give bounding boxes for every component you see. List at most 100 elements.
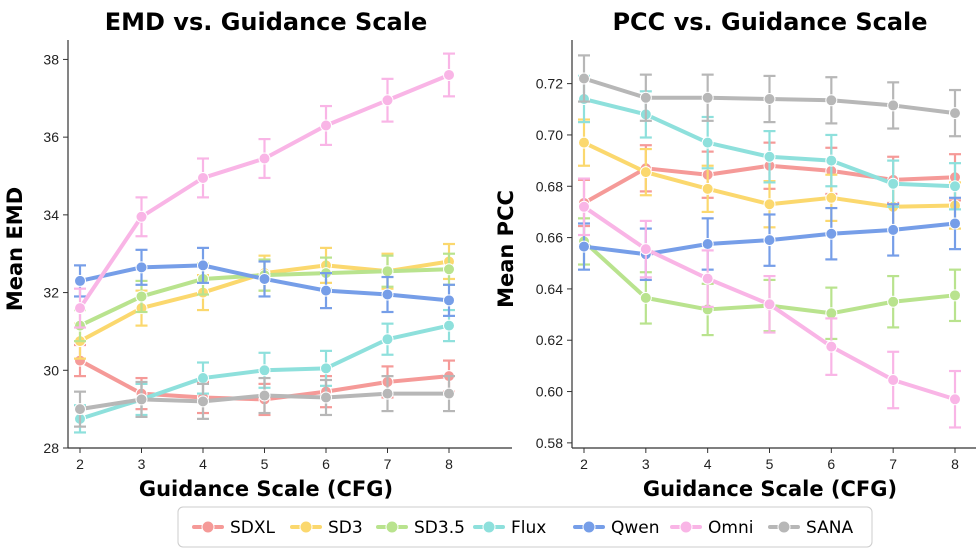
emd-x-tick-label: 6 (322, 456, 330, 472)
emd-point-qwen (197, 259, 209, 272)
legend-label-sd3: SD3 (328, 518, 363, 538)
emd-chart-title: EMD vs. Guidance Scale (105, 8, 428, 36)
legend-label-sdxl: SDXL (230, 518, 276, 538)
pcc-point-sana (701, 91, 714, 104)
emd-x-axis-label: Guidance Scale (CFG) (139, 477, 393, 501)
emd-point-sana (258, 389, 271, 402)
emd-y-tick-label: 38 (43, 51, 59, 67)
pcc-point-omni (825, 340, 838, 353)
pcc-point-sd35 (639, 291, 652, 304)
emd-point-omni (135, 210, 148, 223)
emd-point-qwen (320, 284, 332, 297)
emd-point-qwen (135, 261, 148, 274)
legend-marker-sd3 (299, 520, 313, 534)
emd-point-sana (381, 387, 394, 400)
pcc-point-flux (949, 180, 961, 193)
legend-marker-qwen (582, 520, 596, 534)
emd-point-sana (74, 403, 86, 416)
pcc-y-tick-label: 0.60 (536, 384, 563, 400)
pcc-point-qwen (701, 238, 714, 250)
pcc-point-flux (763, 150, 776, 163)
emd-y-tick-label: 36 (43, 129, 59, 145)
pcc-point-flux (701, 136, 714, 149)
pcc-y-tick-label: 0.72 (536, 76, 563, 92)
emd-point-flux (443, 319, 455, 332)
pcc-series-sana (578, 54, 961, 138)
emd-point-omni (381, 94, 394, 107)
pcc-point-omni (949, 393, 961, 406)
pcc-point-omni (578, 200, 590, 213)
emd-point-sana (197, 395, 209, 408)
pcc-x-tick-label: 3 (642, 456, 650, 472)
legend-label-omni: Omni (708, 518, 753, 538)
emd-x-tick-label: 2 (76, 456, 84, 472)
pcc-point-qwen (578, 240, 590, 253)
emd-series-omni (74, 52, 455, 329)
pcc-series-omni (578, 177, 961, 429)
emd-y-axis-label: Mean EMD (3, 187, 27, 311)
pcc-point-sd35 (825, 307, 838, 320)
emd-point-flux (258, 364, 271, 377)
pcc-point-flux (887, 177, 900, 190)
emd-point-qwen (443, 294, 455, 307)
pcc-point-omni (701, 272, 714, 285)
pcc-point-sd3 (639, 166, 652, 179)
emd-point-flux (320, 362, 332, 375)
emd-point-qwen (381, 288, 394, 301)
pcc-point-sd35 (887, 295, 900, 308)
emd-x-tick-label: 7 (384, 456, 392, 472)
pcc-x-axis-label: Guidance Scale (CFG) (643, 477, 897, 501)
pcc-point-sd3 (701, 182, 714, 195)
legend-marker-omni (679, 520, 693, 534)
pcc-point-sd3 (825, 191, 838, 204)
emd-point-omni (74, 302, 86, 315)
emd-point-omni (197, 171, 209, 184)
emd-y-tick-label: 34 (43, 207, 59, 223)
emd-point-sd35 (381, 265, 394, 278)
pcc-y-tick-label: 0.66 (536, 230, 563, 246)
emd-x-tick-label: 5 (261, 456, 269, 472)
legend-marker-sdxl (201, 520, 215, 534)
pcc-y-tick-label: 0.62 (536, 332, 563, 348)
pcc-chart-title: PCC vs. Guidance Scale (612, 8, 927, 36)
emd-x-tick-label: 4 (199, 456, 207, 472)
pcc-point-omni (639, 243, 652, 256)
emd-point-qwen (258, 272, 271, 285)
emd-point-omni (443, 68, 455, 81)
pcc-point-sana (578, 72, 590, 85)
emd-y-tick-label: 32 (43, 285, 59, 301)
pcc-point-sana (949, 107, 961, 120)
emd-point-sd35 (443, 263, 455, 276)
pcc-x-tick-label: 5 (766, 456, 774, 472)
pcc-point-sana (639, 91, 652, 104)
emd-point-omni (258, 152, 271, 165)
pcc-point-sana (887, 99, 900, 112)
pcc-point-sana (825, 94, 838, 107)
pcc-point-sd3 (763, 198, 776, 211)
legend-label-flux: Flux (511, 518, 546, 538)
emd-point-omni (320, 119, 332, 132)
legend-label-sd35: SD3.5 (414, 518, 465, 538)
legend: SDXL SD3 SD3.5 Flux Qwen Omni SANA (177, 506, 873, 548)
emd-point-sana (443, 387, 455, 400)
emd-chart-panel: EMD vs. Guidance Scale Guidance Scale (C… (3, 8, 512, 501)
emd-x-tick-label: 8 (445, 456, 453, 472)
pcc-point-flux (825, 154, 838, 167)
emd-y-tick-label: 28 (43, 440, 59, 456)
pcc-point-omni (763, 298, 776, 311)
emd-point-flux (381, 333, 394, 346)
pcc-point-qwen (949, 217, 961, 230)
pcc-x-tick-label: 6 (827, 456, 835, 472)
emd-point-sana (135, 393, 148, 406)
pcc-point-sd35 (949, 289, 961, 302)
pcc-x-tick-label: 8 (951, 456, 959, 472)
emd-x-tick-label: 3 (138, 456, 146, 472)
pcc-point-qwen (825, 227, 838, 240)
pcc-x-tick-label: 7 (889, 456, 897, 472)
emd-y-tick-label: 30 (43, 362, 59, 378)
pcc-y-tick-label: 0.70 (536, 127, 563, 143)
emd-series-sana (74, 375, 455, 428)
legend-marker-sana (777, 520, 791, 534)
legend-label-qwen: Qwen (611, 518, 660, 538)
